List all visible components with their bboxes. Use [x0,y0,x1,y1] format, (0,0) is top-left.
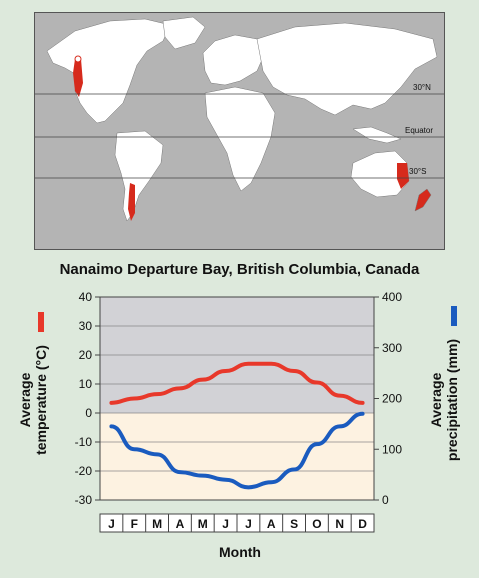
latitude-label-30n: 30°N [413,83,431,92]
nanaimo-location-marker [74,55,82,63]
temperature-line [109,361,365,405]
right-tick-label: 400 [382,290,402,304]
landmass-africa [204,86,276,192]
left-tick-label: 0 [85,406,92,420]
right-tick-label: 200 [382,392,402,406]
world-map-graphic [35,13,444,249]
landmass-indonesia [352,126,402,144]
left-axis-title-line1: Average [17,372,33,427]
month-label: S [290,517,298,531]
plot-band-below-zero [100,413,374,500]
chart-title: Nanaimo Departure Bay, British Columbia,… [59,261,420,278]
month-label: M [198,517,208,531]
world-map: 30°N Equator 30°S [34,12,445,250]
landmass-new-zealand [414,188,432,212]
right-tick-label: 300 [382,341,402,355]
precipitation-legend-swatch [451,306,457,326]
left-tick-label: 30 [79,319,93,333]
right-axis-title-line1: Average [428,372,444,427]
left-tick-label: -20 [75,464,93,478]
mediterranean-region-australia [397,163,409,189]
landmass-europe [202,34,266,86]
right-axis-title-line2: precipitation (mm) [444,339,460,461]
mediterranean-region-california [73,59,83,97]
landmass-australia [350,150,410,198]
left-tick-label: 40 [79,290,93,304]
precipitation-line [109,411,365,490]
left-tick-label: 20 [79,348,93,362]
right-tick-label: 0 [382,493,389,507]
month-label: A [176,517,185,531]
latitude-label-equator: Equator [405,126,434,135]
month-label: J [245,517,252,531]
month-label: D [358,517,367,531]
temperature-legend-swatch [38,312,44,332]
right-tick-label: 100 [382,442,402,456]
month-label: A [267,517,276,531]
left-tick-label: 10 [79,377,93,391]
month-label: O [312,517,321,531]
landmass-greenland [162,16,206,50]
x-axis-title: Month [219,544,261,560]
left-tick-label: -10 [75,435,93,449]
latitude-label-30s: 30°S [409,167,427,176]
month-label: M [152,517,162,531]
mediterranean-region-chile [128,183,135,221]
month-label: F [131,517,138,531]
month-label: J [108,517,115,531]
month-label: N [335,517,344,531]
left-tick-label: -30 [75,493,93,507]
month-label: J [222,517,229,531]
left-axis-title-line2: temperature (°C) [33,345,49,455]
